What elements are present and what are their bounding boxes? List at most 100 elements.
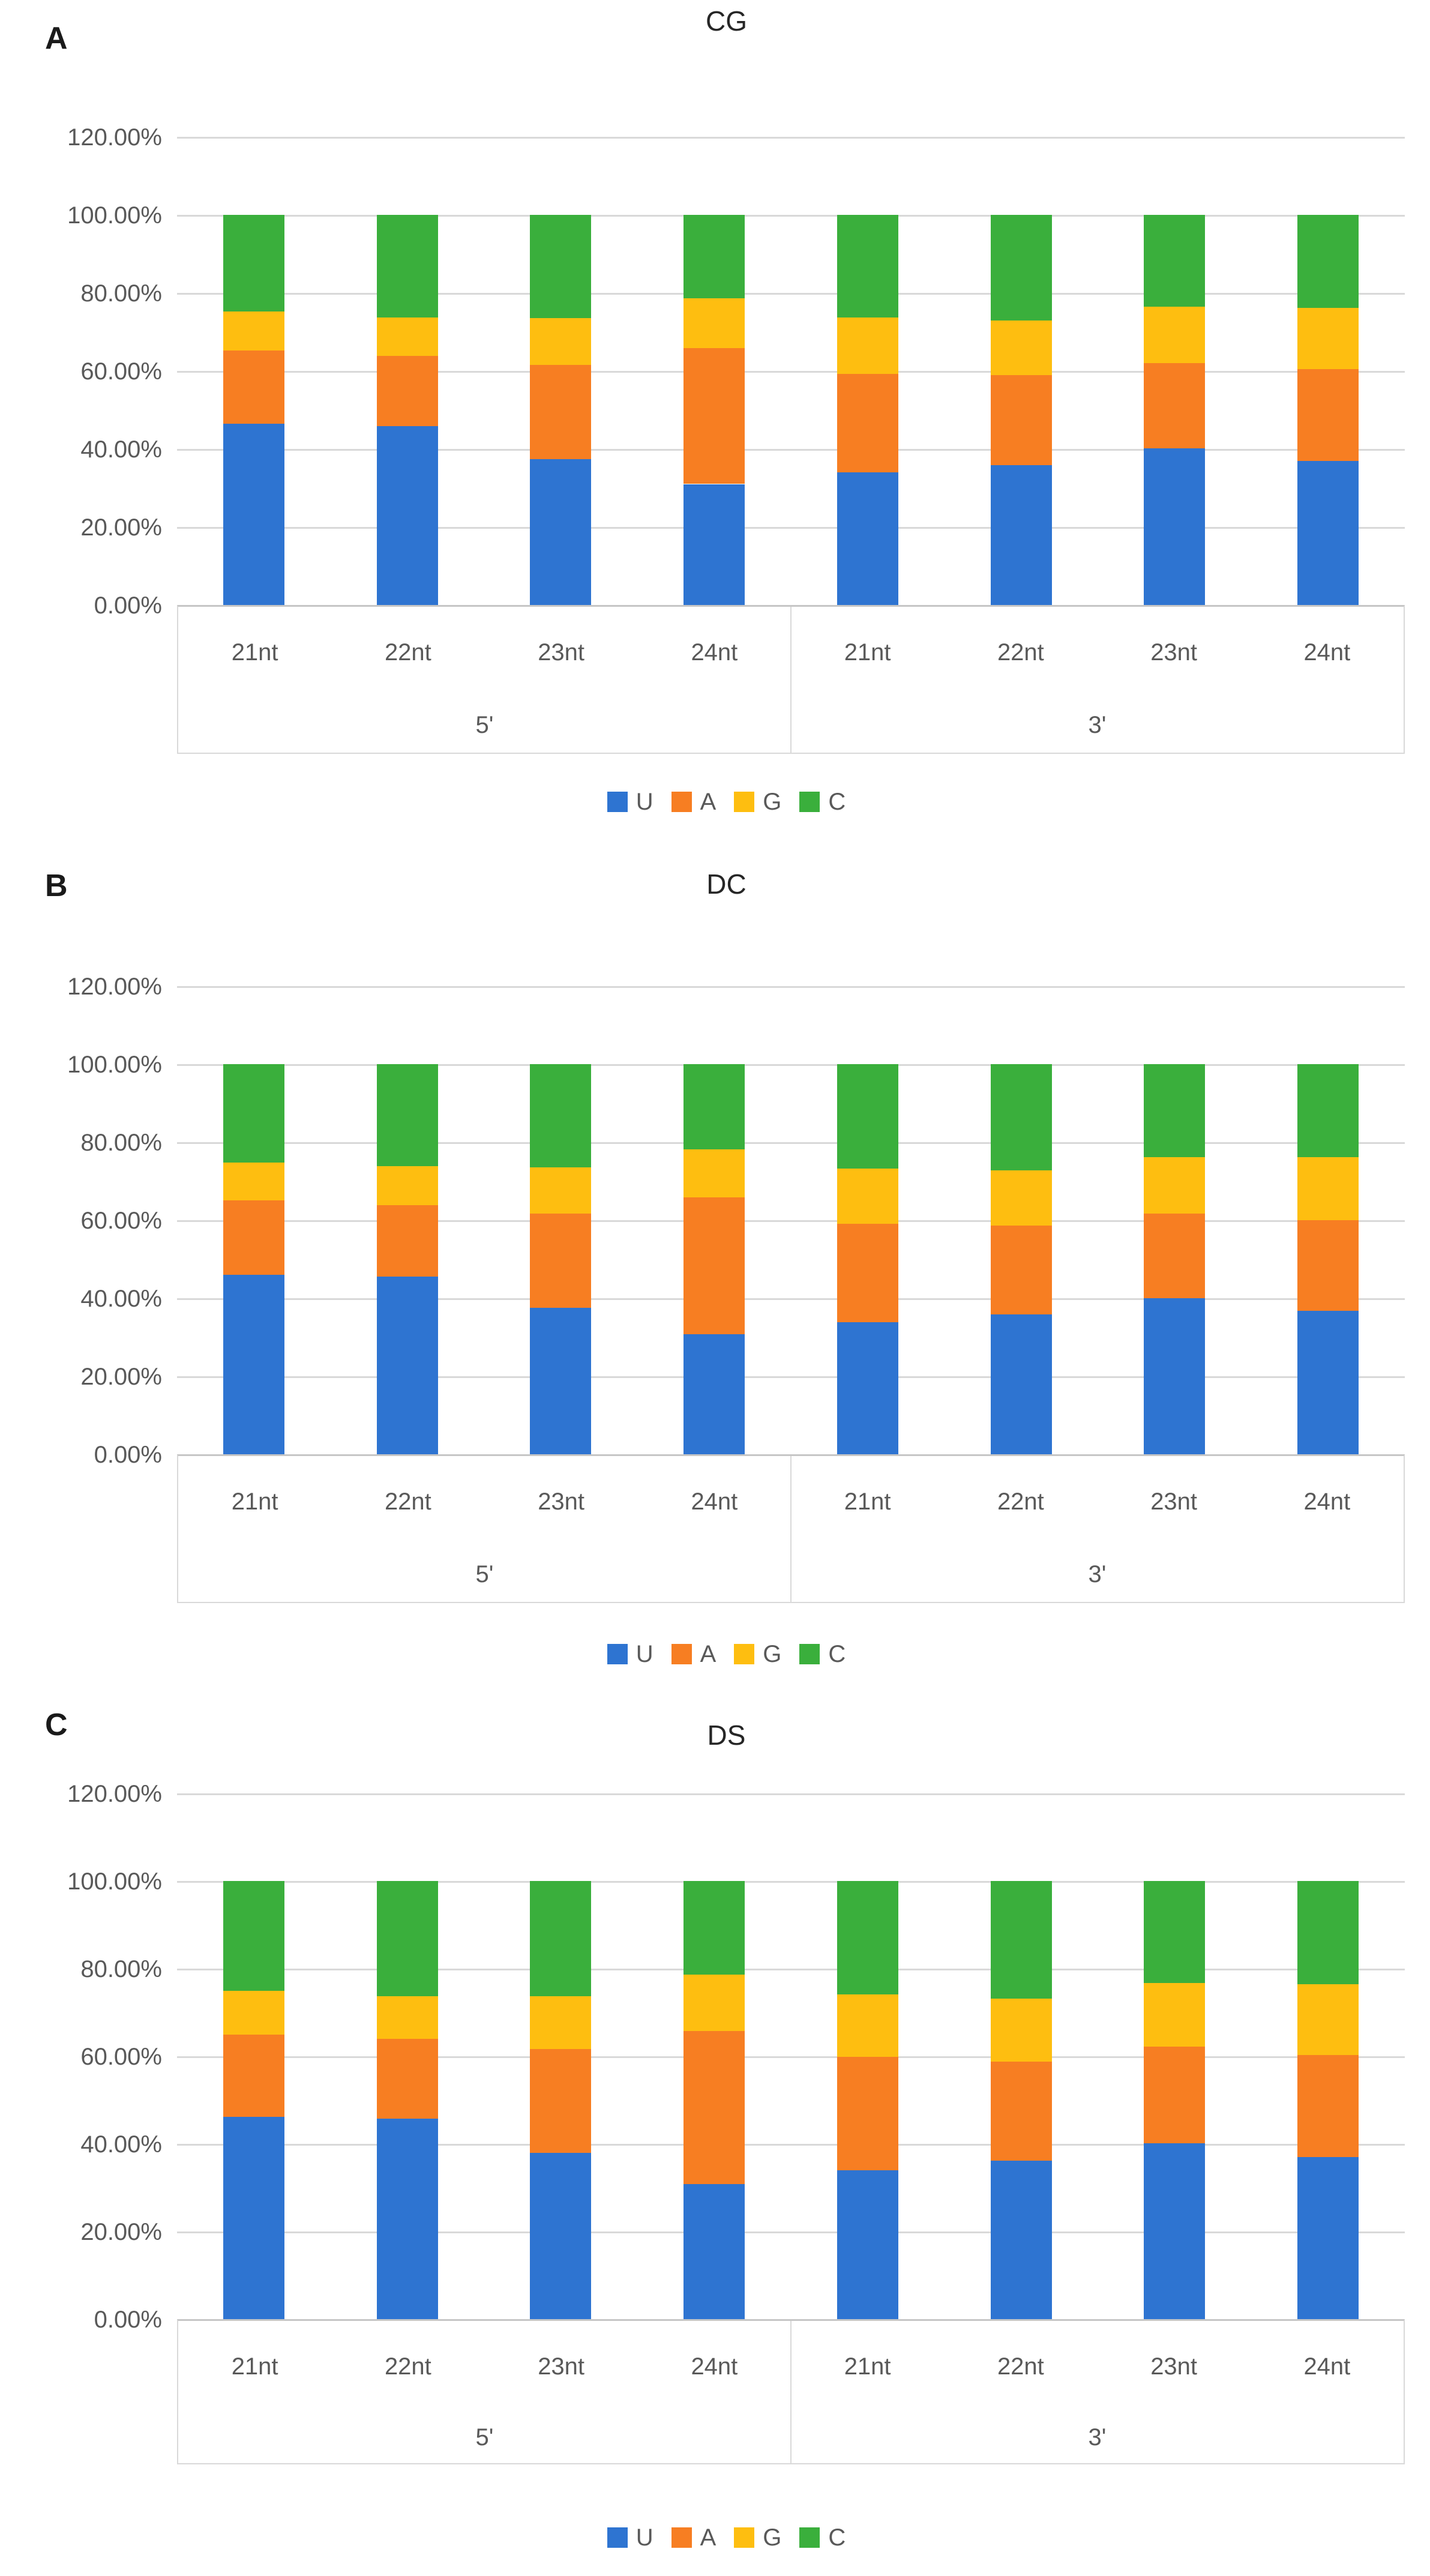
bar-segment-g xyxy=(837,317,898,374)
bar-segment-u xyxy=(990,2161,1052,2319)
y-axis-tick-label: 60.00% xyxy=(80,2044,162,2070)
bar-segment-g xyxy=(1144,1157,1206,1214)
legend-item: G xyxy=(734,2526,781,2550)
legend-swatch-g xyxy=(734,792,755,812)
gridline xyxy=(177,986,1405,988)
bar-segment-c xyxy=(223,215,284,312)
legend-label: G xyxy=(763,789,782,815)
gridline xyxy=(177,1064,1405,1066)
bar-segment-g xyxy=(376,1166,438,1206)
y-axis-tick-label: 100.00% xyxy=(67,1868,162,1895)
bar-segment-a xyxy=(223,2034,284,2117)
panel-letter: B xyxy=(45,868,68,903)
legend-swatch-a xyxy=(671,1644,692,1664)
bar-segment-a xyxy=(683,348,745,484)
legend-item: U xyxy=(607,1642,653,1666)
bar-segment-a xyxy=(837,373,898,472)
category-label: 22nt xyxy=(384,639,431,666)
legend-label: C xyxy=(828,789,846,815)
legend-swatch-c xyxy=(799,1644,820,1664)
chart-title: DS xyxy=(707,1720,746,1751)
bar-segment-u xyxy=(1144,2143,1206,2319)
bar-segment-g xyxy=(683,1975,745,2032)
category-label: 23nt xyxy=(1150,1488,1198,1515)
bar-segment-u xyxy=(683,484,745,605)
group-label: 5' xyxy=(475,2424,494,2451)
y-axis-tick-label: 0.00% xyxy=(94,2307,162,2333)
y-axis-tick-label: 120.00% xyxy=(67,124,162,151)
bar-segment-u xyxy=(837,472,898,605)
bar-segment-c xyxy=(683,1064,745,1150)
legend-item: A xyxy=(671,2524,717,2551)
bar-segment-a xyxy=(1297,1220,1359,1311)
bar-segment-c xyxy=(530,215,592,318)
category-label: 22nt xyxy=(997,2353,1044,2380)
bar-segment-g xyxy=(223,1163,284,1200)
legend-swatch-u xyxy=(607,2527,628,2548)
gridline xyxy=(177,1142,1405,1144)
bar-segment-u xyxy=(376,2118,438,2319)
bar-segment-g xyxy=(683,298,745,349)
y-axis-tick-label: 60.00% xyxy=(80,358,162,385)
legend-item: C xyxy=(799,2526,846,2550)
legend-label: G xyxy=(763,2524,782,2551)
bar-segment-g xyxy=(990,1999,1052,2062)
bar-segment-g xyxy=(376,1996,438,2039)
category-row: 21nt 22nt 23nt 24nt 21nt 22nt 23nt 24nt xyxy=(178,2321,1404,2412)
y-axis-tick-label: 40.00% xyxy=(80,2131,162,2158)
legend-label: A xyxy=(700,1641,717,1667)
bar-segment-g xyxy=(223,1990,284,2035)
legend-item: G xyxy=(734,790,781,814)
bar-segment-g xyxy=(837,1168,898,1224)
category-row: 21nt 22nt 23nt 24nt 21nt 22nt 23nt 24nt xyxy=(178,607,1404,698)
bar-segment-u xyxy=(530,1308,592,1454)
bar-segment-c xyxy=(837,1881,898,1995)
legend-label: C xyxy=(828,2524,846,2551)
category-row: 21nt 22nt 23nt 24nt 21nt 22nt 23nt 24nt xyxy=(178,1456,1404,1547)
bar-segment-c xyxy=(837,215,898,317)
bar-segment-u xyxy=(530,2152,592,2319)
bar-segment-c xyxy=(223,1881,284,1991)
legend-item: A xyxy=(671,1641,717,1667)
bar-segment-c xyxy=(837,1064,898,1169)
bar-segment-c xyxy=(990,215,1052,320)
bar-segment-u xyxy=(376,1276,438,1454)
gridline xyxy=(177,371,1405,373)
y-axis-tick-label: 20.00% xyxy=(80,2219,162,2245)
category-label: 23nt xyxy=(538,1488,585,1515)
legend-swatch-g xyxy=(734,2527,755,2548)
legend-item: U xyxy=(607,790,653,814)
group-divider-line xyxy=(790,607,792,753)
chart-title: DC xyxy=(706,868,747,900)
chart-title: CG xyxy=(706,5,747,37)
bar-segment-c xyxy=(1297,215,1359,308)
panel-letter: C xyxy=(45,1708,68,1742)
legend-label: C xyxy=(828,1641,846,1667)
bar-segment-a xyxy=(683,1197,745,1334)
gridline xyxy=(177,1376,1405,1378)
y-axis-tick-label: 40.00% xyxy=(80,436,162,463)
bar-segment-a xyxy=(376,355,438,426)
legend-item: U xyxy=(607,2526,653,2550)
category-label: 23nt xyxy=(538,2353,585,2380)
bar-segment-g xyxy=(837,1994,898,2057)
group-divider-line xyxy=(790,1456,792,1602)
legend-label: G xyxy=(763,1641,782,1667)
y-axis-tick-label: 60.00% xyxy=(80,1208,162,1234)
gridline xyxy=(177,137,1405,139)
bar-segment-g xyxy=(1297,1984,1359,2055)
bar-segment-u xyxy=(223,1275,284,1454)
gridline xyxy=(177,293,1405,295)
bar-segment-a xyxy=(683,2031,745,2185)
bar-segment-c xyxy=(376,215,438,317)
x-axis-band: 21nt 22nt 23nt 24nt 21nt 22nt 23nt 24nt 5' 3' xyxy=(177,2319,1405,2464)
gridline xyxy=(177,215,1405,217)
y-axis-tick-label: 20.00% xyxy=(80,514,162,541)
gridline xyxy=(177,2144,1405,2146)
bar-segment-c xyxy=(376,1881,438,1996)
bar-segment-c xyxy=(683,215,745,299)
bar-segment-a xyxy=(1144,1213,1206,1298)
legend-label: A xyxy=(700,2524,717,2551)
bar-segment-a xyxy=(376,1205,438,1277)
